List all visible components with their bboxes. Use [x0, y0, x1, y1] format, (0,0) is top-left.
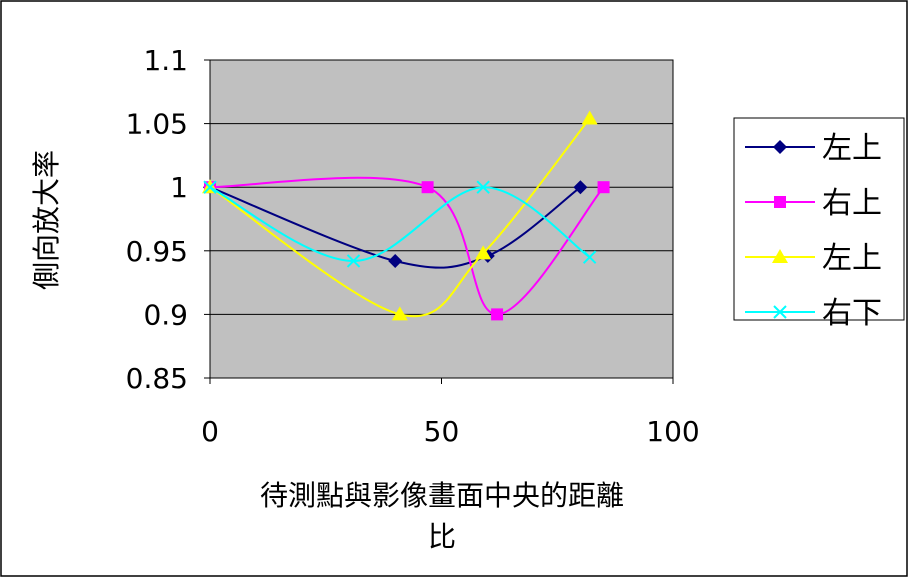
plot-area [209, 59, 674, 379]
y-tick-label: 1 [170, 171, 188, 204]
data-point [203, 180, 217, 194]
data-point [491, 308, 504, 321]
series-4 [203, 180, 597, 268]
legend-label: 左上 [822, 241, 882, 276]
data-point [581, 110, 598, 125]
data-point [597, 181, 610, 194]
legend-marker [773, 140, 787, 154]
legend-marker [772, 249, 788, 263]
data-point [388, 253, 403, 268]
legend-box [733, 117, 905, 321]
y-axis-label: 側向放大率 [30, 150, 63, 290]
legend-marker [774, 196, 786, 208]
data-point [476, 180, 490, 194]
legend-label: 右上 [822, 186, 882, 221]
series-line [209, 117, 591, 318]
x-tick-label: 100 [646, 415, 699, 448]
data-point [391, 306, 408, 321]
legend-entry: 右上 [745, 186, 882, 221]
legend-label: 左上 [822, 131, 882, 166]
series-line [209, 186, 591, 262]
data-point [421, 181, 434, 194]
series-line [209, 176, 605, 316]
gridlines [210, 123, 673, 315]
legend-entry: 左上 [745, 241, 882, 276]
data-point [475, 245, 492, 260]
y-tick-label: 0.95 [126, 235, 188, 268]
y-tick-label: 1.05 [126, 108, 188, 141]
y-tick-label: 0.9 [143, 298, 188, 331]
x-axis-ticks: 0 50 100 [201, 378, 700, 448]
data-point [573, 180, 588, 195]
y-tick-label: 0.85 [126, 362, 188, 395]
legend-label: 右下 [822, 296, 882, 331]
x-tick-label: 50 [424, 415, 460, 448]
x-axis-label-line1: 待測點與影像畫面中央的距離 [260, 479, 624, 512]
legend-entry: 右下 [745, 296, 882, 331]
legend-marker [773, 305, 787, 319]
y-tick-label: 1.1 [143, 44, 188, 77]
x-tick-label: 0 [201, 415, 219, 448]
series-layer [202, 110, 610, 321]
x-axis-label-line2: 比 [428, 520, 456, 553]
data-point [346, 254, 361, 268]
legend-entry: 左上 [745, 131, 882, 166]
series-line [209, 186, 581, 269]
data-point [582, 250, 597, 264]
y-axis-ticks: 0.85 0.9 0.95 1 1.05 1.1 [126, 44, 210, 395]
